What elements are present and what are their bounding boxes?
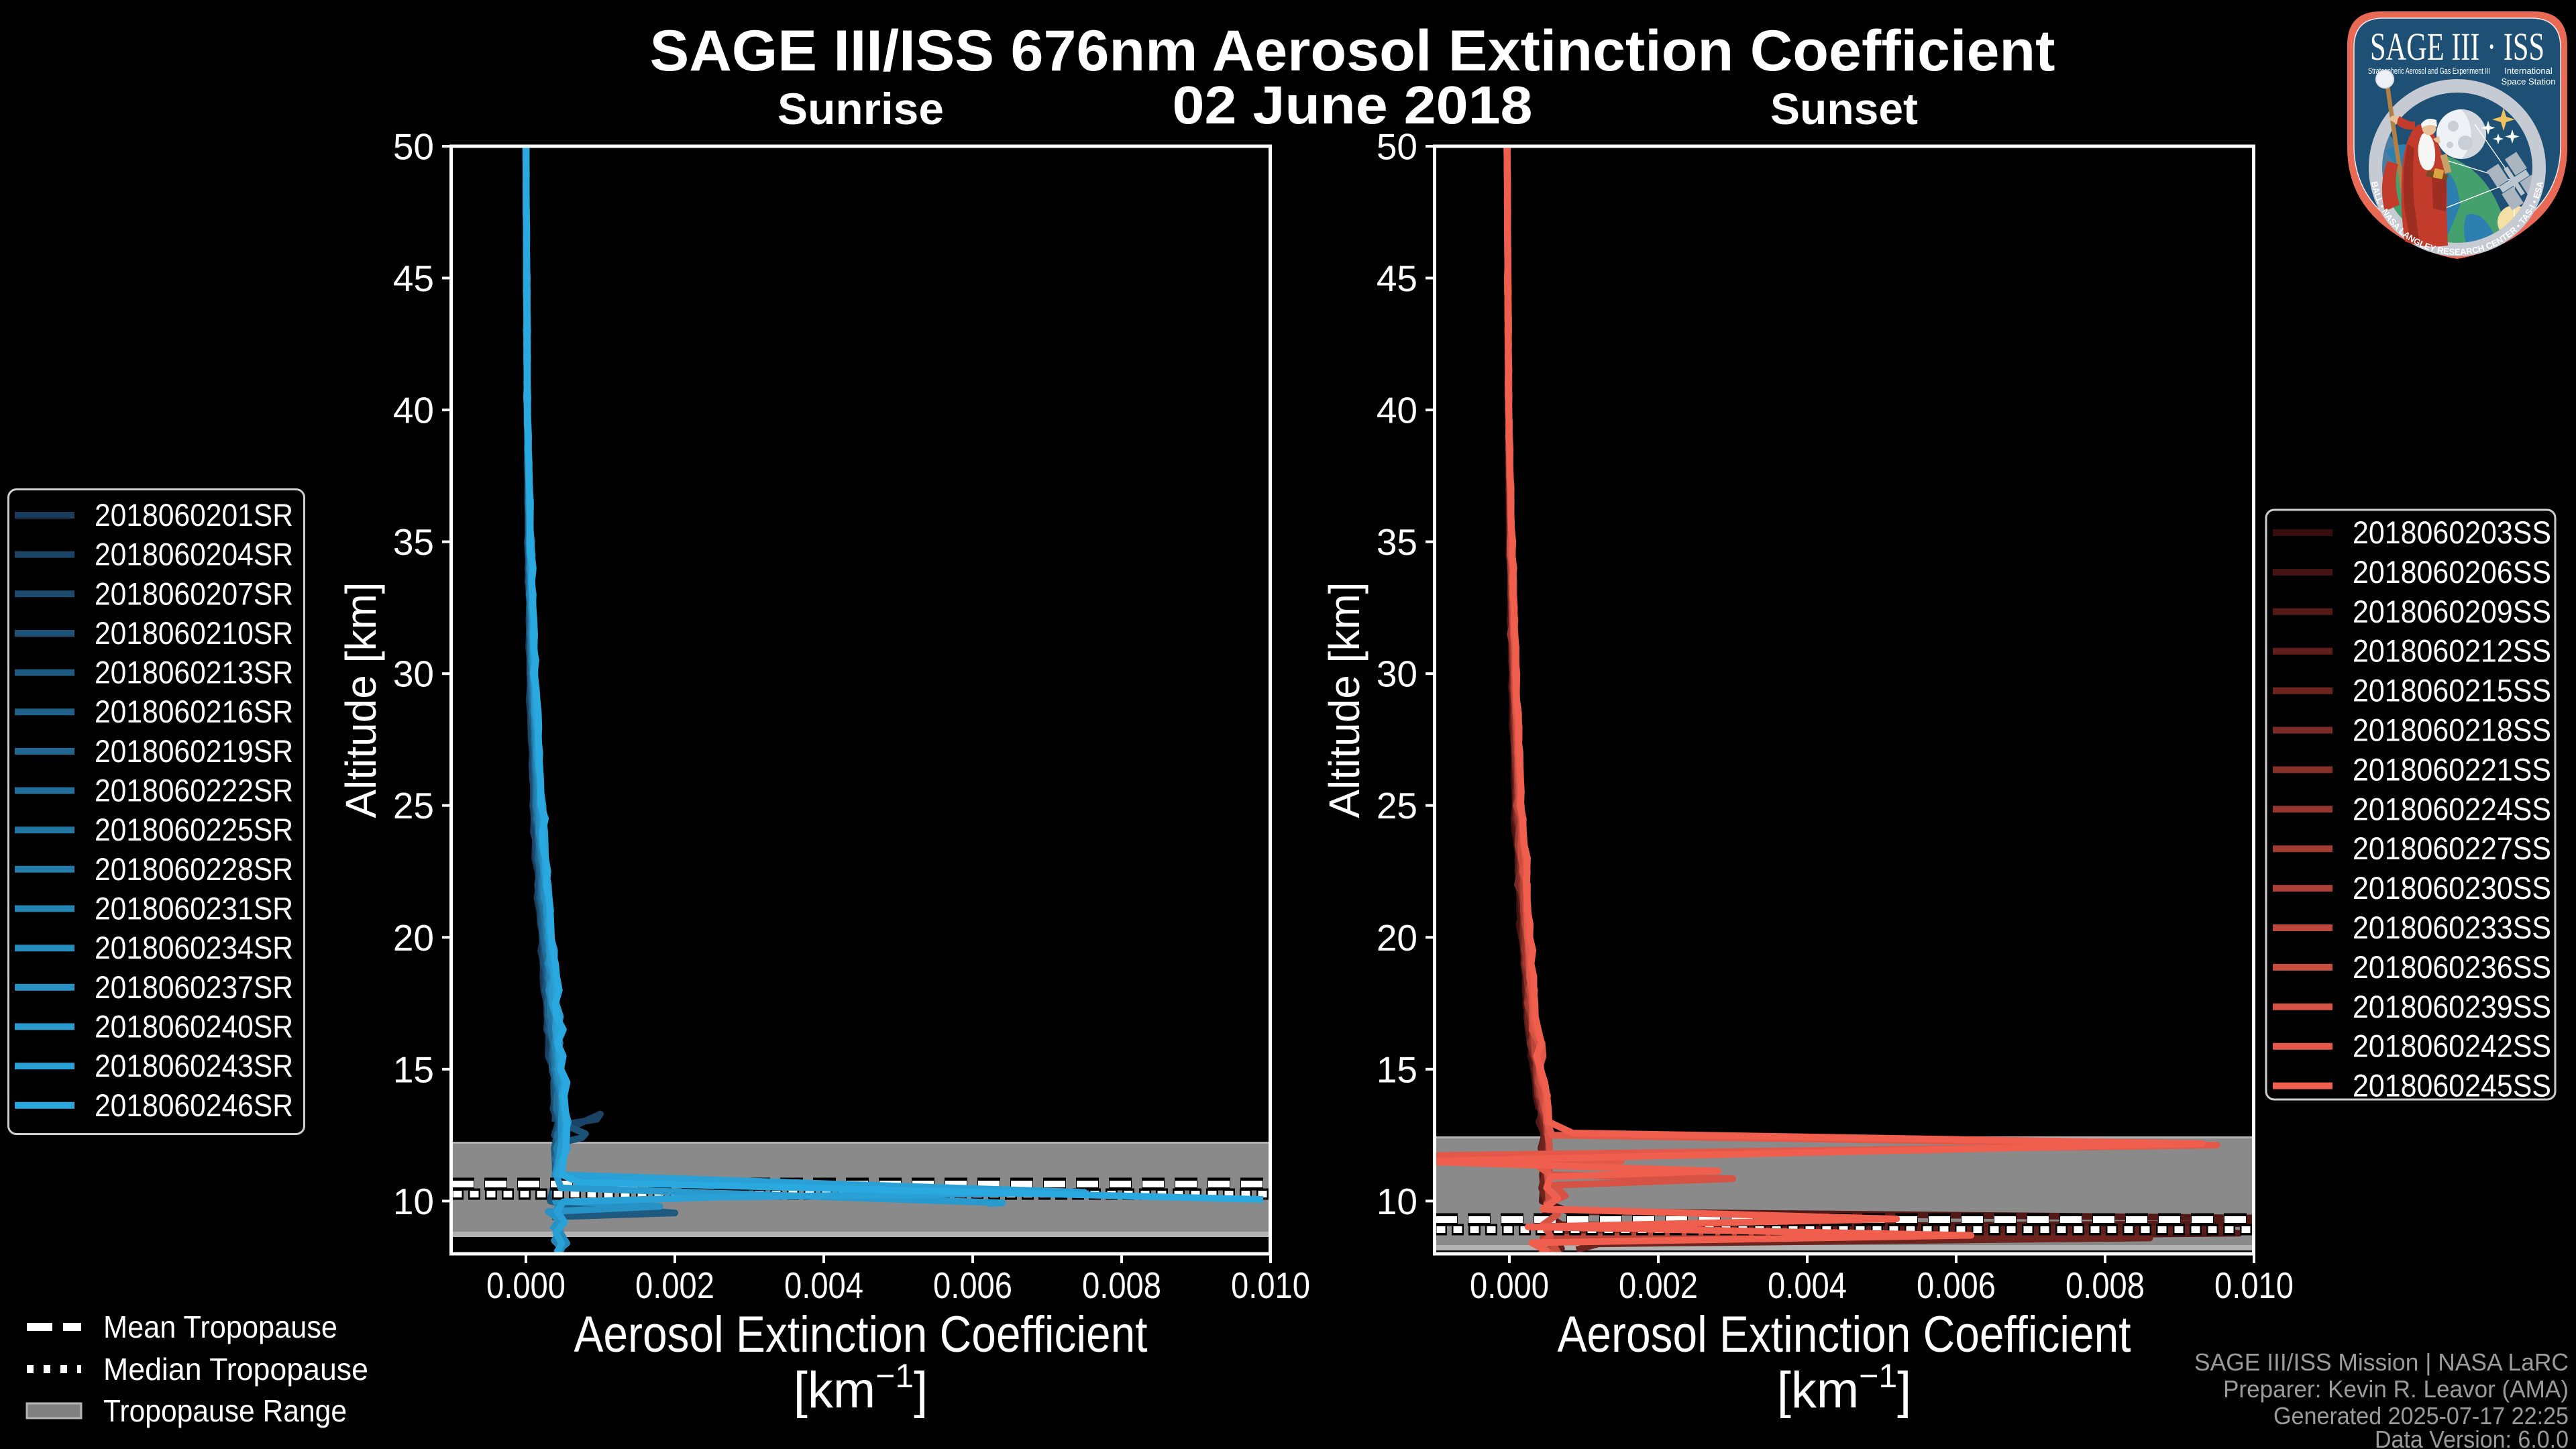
svg-text:25: 25 <box>393 785 434 826</box>
svg-text:35: 35 <box>1377 521 1417 563</box>
svg-text:2018060221SS: 2018060221SS <box>2353 751 2551 787</box>
svg-text:Stratospheric Aerosol and Gas: Stratospheric Aerosol and Gas Experiment… <box>2368 66 2490 76</box>
svg-text:2018060231SR: 2018060231SR <box>95 891 293 926</box>
svg-text:45: 45 <box>1377 258 1417 299</box>
svg-text:2018060203SS: 2018060203SS <box>2353 515 2551 550</box>
svg-text:10: 10 <box>393 1181 434 1222</box>
svg-text:0.002: 0.002 <box>635 1265 714 1306</box>
svg-text:2018060225SR: 2018060225SR <box>95 812 293 847</box>
svg-text:2018060207SR: 2018060207SR <box>95 576 293 611</box>
svg-text:2018060237SR: 2018060237SR <box>95 969 293 1005</box>
svg-text:2018060215SS: 2018060215SS <box>2353 673 2551 708</box>
svg-text:50: 50 <box>1377 126 1417 168</box>
svg-text:20: 20 <box>1377 917 1417 959</box>
svg-text:20: 20 <box>393 917 434 959</box>
svg-text:2018060219SR: 2018060219SR <box>95 733 293 769</box>
svg-text:2018060224SS: 2018060224SS <box>2353 791 2551 826</box>
svg-text:40: 40 <box>393 390 434 431</box>
svg-text:International: International <box>2504 66 2553 76</box>
svg-text:40: 40 <box>1377 390 1417 431</box>
svg-text:0.004: 0.004 <box>784 1265 863 1306</box>
svg-text:2018060246SR: 2018060246SR <box>95 1087 293 1123</box>
svg-text:2018060240SR: 2018060240SR <box>95 1008 293 1044</box>
svg-text:15: 15 <box>1377 1049 1417 1090</box>
svg-text:2018060213SR: 2018060213SR <box>95 655 293 690</box>
svg-text:15: 15 <box>393 1049 434 1090</box>
svg-text:25: 25 <box>1377 785 1417 826</box>
svg-text:SAGE III/ISS Mission | NASA La: SAGE III/ISS Mission | NASA LaRC <box>2194 1348 2569 1376</box>
svg-text:0.000: 0.000 <box>1470 1265 1549 1306</box>
svg-text:Aerosol Extinction Coefficient: Aerosol Extinction Coefficient <box>574 1306 1148 1363</box>
svg-text:2018060242SS: 2018060242SS <box>2353 1028 2551 1064</box>
svg-text:0.010: 0.010 <box>2214 1265 2294 1306</box>
svg-text:0.006: 0.006 <box>1917 1265 1996 1306</box>
svg-text:0.006: 0.006 <box>933 1265 1012 1306</box>
svg-text:SAGE III · ISS: SAGE III · ISS <box>2370 25 2544 68</box>
svg-text:0.002: 0.002 <box>1619 1265 1698 1306</box>
svg-text:35: 35 <box>393 521 434 563</box>
svg-text:Tropopause Range: Tropopause Range <box>103 1393 347 1428</box>
svg-text:Sunset: Sunset <box>1770 84 1918 133</box>
svg-text:2018060236SS: 2018060236SS <box>2353 949 2551 985</box>
svg-text:2018060206SS: 2018060206SS <box>2353 554 2551 590</box>
svg-text:2018060230SS: 2018060230SS <box>2353 870 2551 906</box>
svg-text:2018060216SR: 2018060216SR <box>95 694 293 729</box>
svg-text:Aerosol Extinction Coefficient: Aerosol Extinction Coefficient <box>1558 1306 2131 1363</box>
svg-text:Sunrise: Sunrise <box>777 84 944 133</box>
svg-text:2018060204SR: 2018060204SR <box>95 537 293 572</box>
svg-text:10: 10 <box>1377 1181 1417 1222</box>
svg-text:Generated 2025-07-17 22:25: Generated 2025-07-17 22:25 <box>2273 1402 2569 1430</box>
svg-text:Preparer: Kevin R. Leavor (AMA: Preparer: Kevin R. Leavor (AMA) <box>2223 1375 2569 1403</box>
svg-text:Altitude [km]: Altitude [km] <box>1320 582 1368 818</box>
svg-text:2018060227SS: 2018060227SS <box>2353 830 2551 866</box>
svg-text:2018060222SR: 2018060222SR <box>95 773 293 808</box>
svg-text:0.004: 0.004 <box>1768 1265 1847 1306</box>
svg-text:2018060245SS: 2018060245SS <box>2353 1068 2551 1104</box>
svg-text:Median Tropopause: Median Tropopause <box>103 1352 368 1387</box>
svg-text:50: 50 <box>393 126 434 168</box>
svg-text:02 June 2018: 02 June 2018 <box>1173 75 1533 135</box>
svg-text:2018060233SS: 2018060233SS <box>2353 910 2551 945</box>
svg-text:30: 30 <box>393 653 434 695</box>
svg-text:2018060234SR: 2018060234SR <box>95 930 293 965</box>
svg-text:45: 45 <box>393 258 434 299</box>
svg-text:SAGE III/ISS 676nm Aerosol Ext: SAGE III/ISS 676nm Aerosol Extinction Co… <box>650 19 2055 83</box>
svg-text:2018060228SR: 2018060228SR <box>95 851 293 887</box>
svg-text:0.008: 0.008 <box>2065 1265 2145 1306</box>
svg-text:2018060209SS: 2018060209SS <box>2353 594 2551 629</box>
svg-text:2018060239SS: 2018060239SS <box>2353 989 2551 1024</box>
svg-text:2018060201SR: 2018060201SR <box>95 497 293 533</box>
svg-text:Mean Tropopause: Mean Tropopause <box>103 1309 337 1344</box>
svg-text:0.010: 0.010 <box>1231 1265 1310 1306</box>
svg-text:Data Version: 6.0.0: Data Version: 6.0.0 <box>2375 1426 2569 1449</box>
svg-text:0.008: 0.008 <box>1082 1265 1161 1306</box>
svg-text:2018060210SR: 2018060210SR <box>95 615 293 651</box>
svg-text:2018060243SR: 2018060243SR <box>95 1048 293 1083</box>
svg-text:2018060218SS: 2018060218SS <box>2353 712 2551 748</box>
svg-text:30: 30 <box>1377 653 1417 695</box>
svg-text:0.000: 0.000 <box>486 1265 566 1306</box>
svg-text:Space Station: Space Station <box>2502 76 2556 87</box>
svg-text:2018060212SS: 2018060212SS <box>2353 633 2551 669</box>
svg-text:Altitude [km]: Altitude [km] <box>337 582 385 818</box>
